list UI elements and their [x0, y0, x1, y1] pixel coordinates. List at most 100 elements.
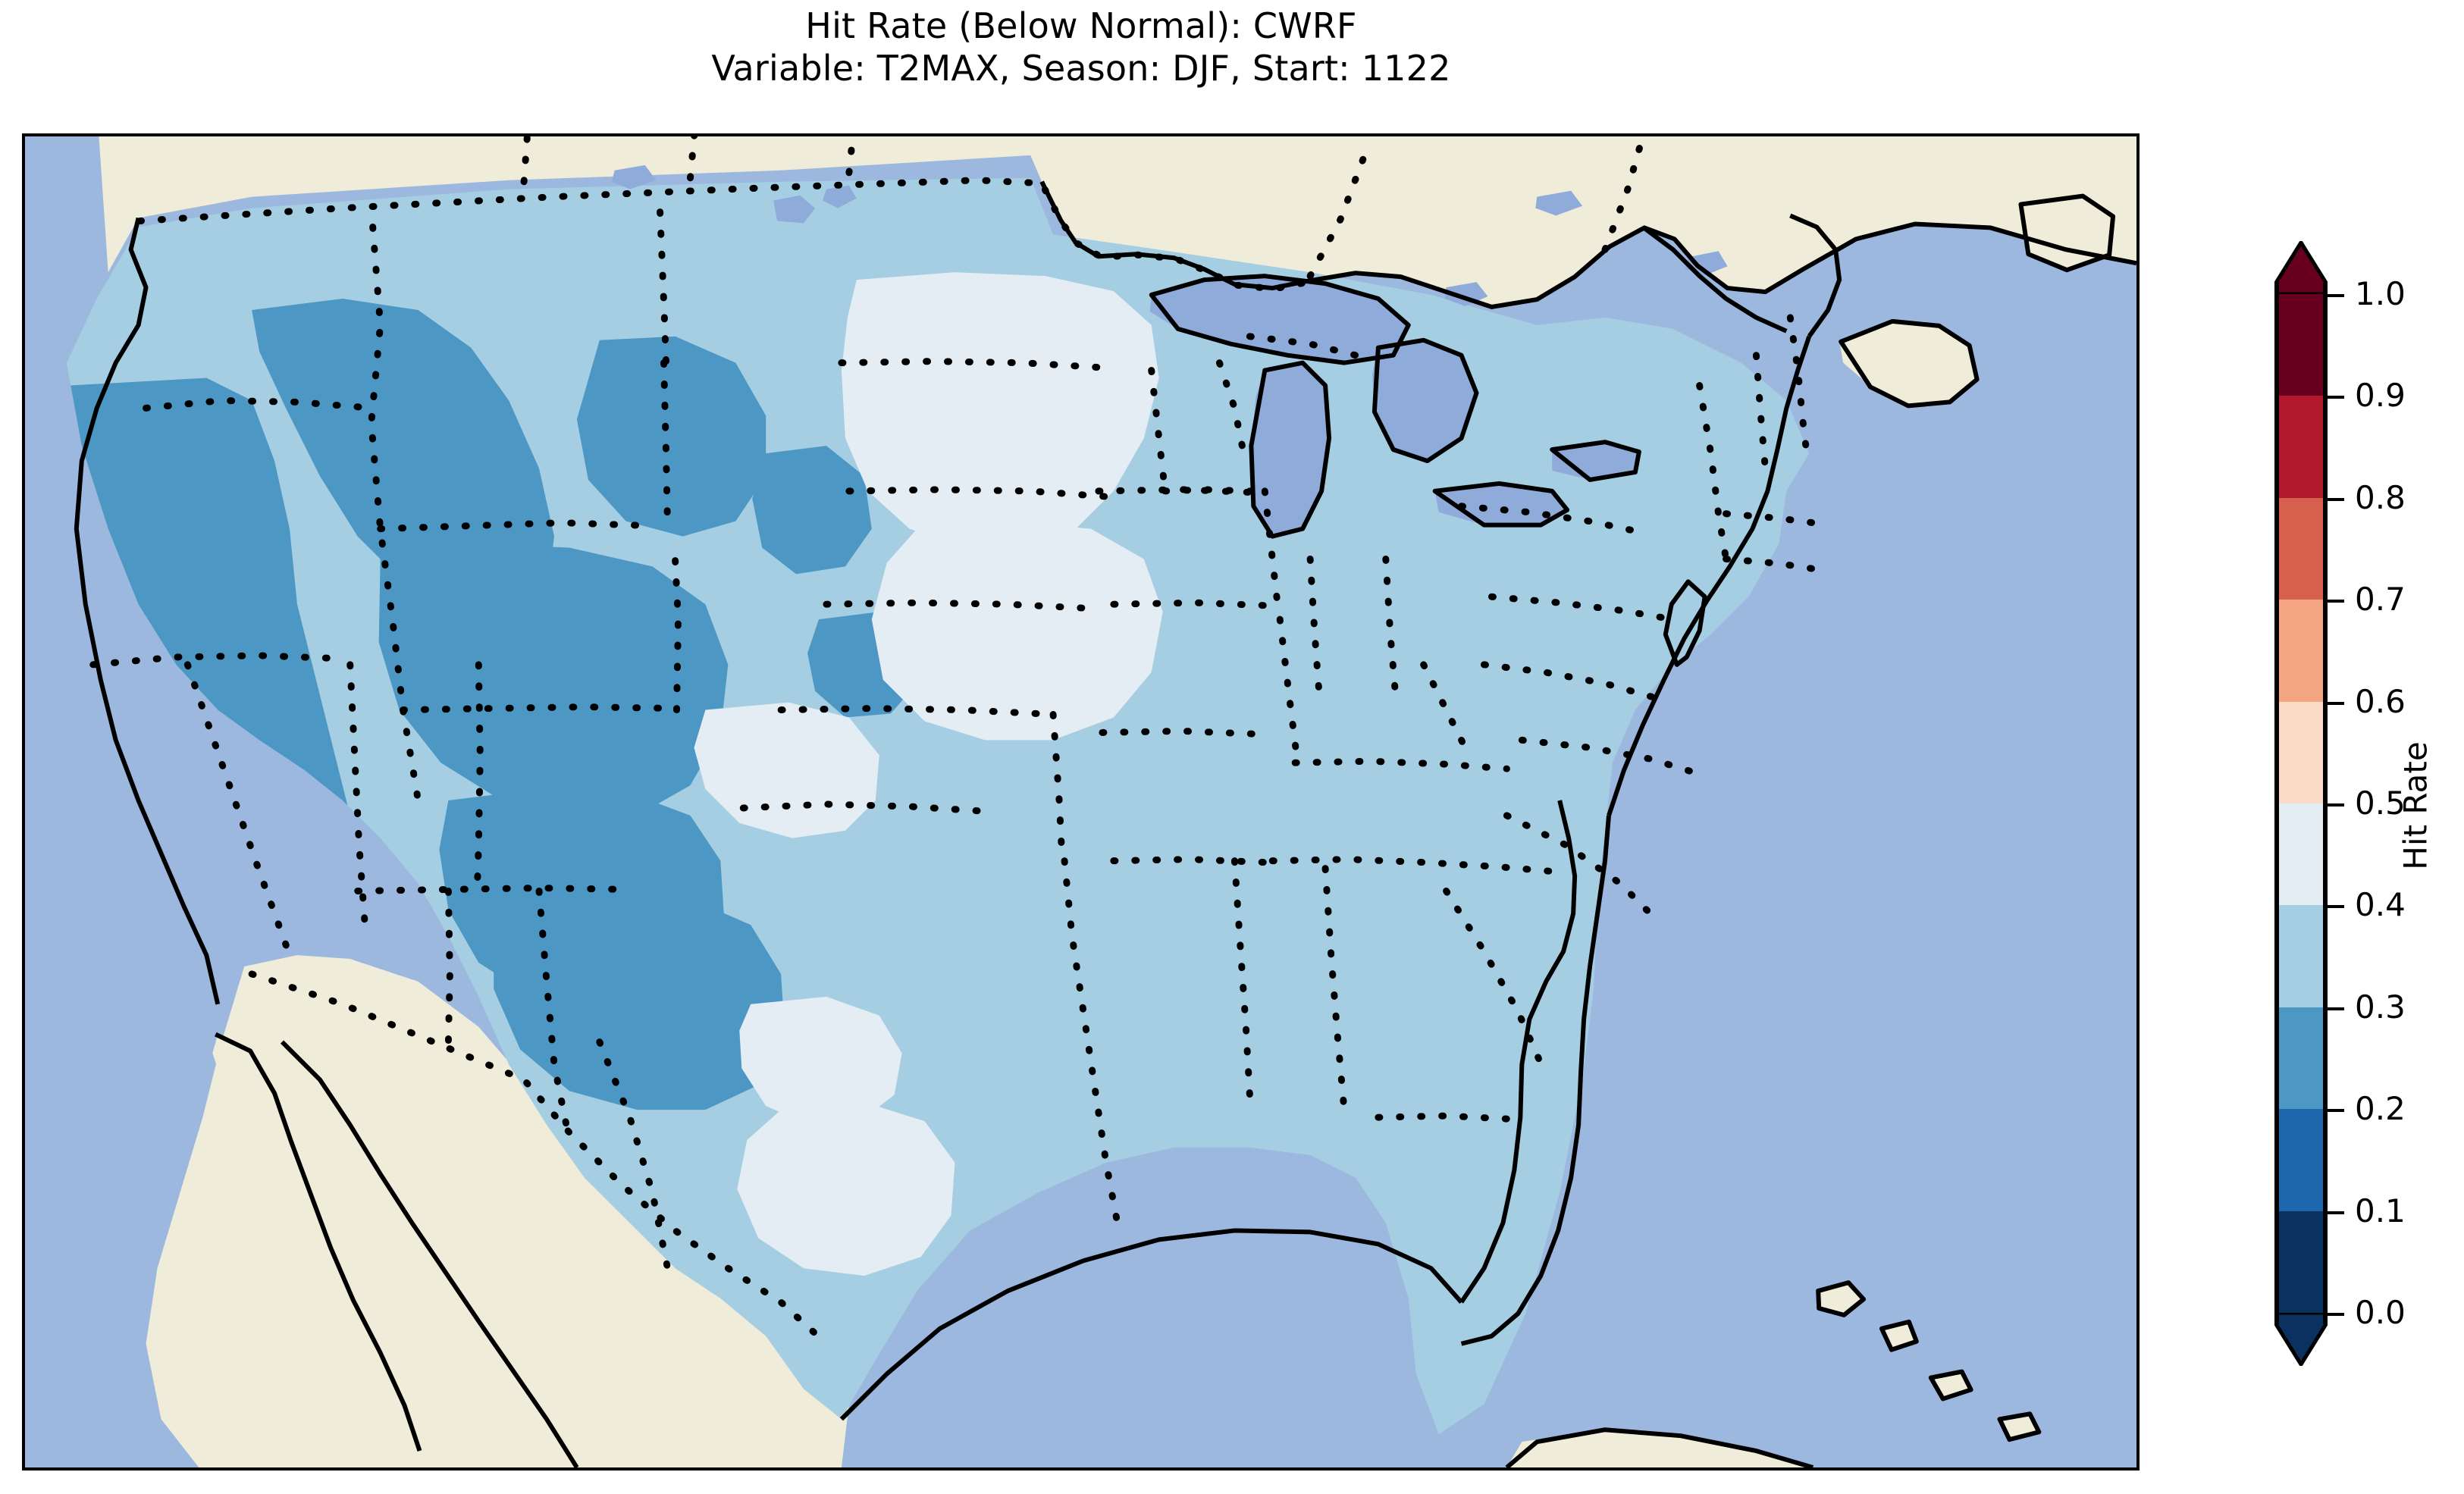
border-four-corners-horizontal	[354, 885, 634, 894]
border-mo-il-ky	[1276, 615, 1300, 759]
border-canada-provinces-1	[520, 136, 531, 186]
pacific-coastline	[74, 217, 221, 1005]
lake-erie-shore	[1432, 481, 1570, 528]
border-nv-ut	[346, 661, 369, 932]
colorbar-tick-label-9: 0.1	[2355, 1192, 2406, 1229]
grid-band-020-030	[66, 299, 917, 1110]
border-mexico-us	[248, 970, 830, 1348]
border-ia-il	[1261, 487, 1282, 615]
colorbar-extend-top-shape	[2274, 241, 2328, 294]
border-wi-il	[1161, 486, 1253, 495]
colorbar-tick-label-3: 0.7	[2355, 581, 2406, 619]
border-mn-ia	[1095, 486, 1261, 496]
border-canada-provinces-3	[845, 136, 857, 177]
canadian-lakes	[611, 164, 1728, 306]
colorbar-band-3	[2274, 600, 2328, 702]
border-in-oh	[1382, 555, 1399, 691]
lake-ontario-shore	[1550, 440, 1641, 482]
colorbar-band-8	[2274, 1109, 2328, 1211]
border-ga-fl	[1375, 1112, 1510, 1123]
colorbar-tick-label-2: 0.8	[2355, 478, 2406, 516]
border-nm-tx	[535, 887, 573, 1144]
colorbar-tick-mark-8	[2328, 1109, 2344, 1113]
border-wa-or	[143, 396, 377, 412]
colorbar: 1.0 0.9 0.8 0.7 0.6 0.5 0.4 0.3 0.2 0.1 0.0 Hit Ra…	[2267, 241, 2464, 1370]
colorbar-axis-label: Hit Rate	[2397, 741, 2434, 870]
newfoundland-coastline	[2018, 193, 2116, 273]
colorbar-tick-mark-4	[2328, 701, 2344, 705]
colorbar-tick-label-10: 0.0	[2355, 1294, 2406, 1331]
colorbar-tick-mark-1	[2328, 396, 2344, 399]
border-ok-ar-vertical	[1049, 711, 1066, 865]
land-nodata-layer	[99, 136, 2136, 1467]
border-il-in	[1306, 555, 1323, 699]
colorbar-tick-label-8: 0.2	[2355, 1090, 2406, 1128]
border-ok-tx	[739, 800, 996, 816]
newfoundland-landmass	[2020, 196, 2112, 269]
lake-superior	[1149, 276, 1409, 363]
border-ne-ks	[823, 599, 1102, 612]
border-us-canada	[136, 177, 1315, 293]
colorbar-tick-label-5: 0.5	[2355, 785, 2406, 822]
lake-superior-shore	[1149, 274, 1411, 365]
colorbar-band-7	[2274, 1007, 2328, 1110]
colorbar-tick-mark-7	[2328, 1007, 2344, 1010]
border-sd-ne	[845, 486, 1118, 501]
lake-ontario	[1552, 442, 1639, 480]
title-line-1: Hit Rate (Below Normal): CWRF	[805, 5, 1357, 46]
nova-scotia-landmass	[1839, 321, 1976, 405]
colorbar-tick-label-0: 1.0	[2355, 275, 2406, 312]
colorbar-tick-mark-3	[2328, 600, 2344, 603]
lake-huron-shore	[1372, 337, 1479, 464]
colorbar-tick-label-4: 0.6	[2355, 682, 2406, 720]
bahamas-landmass	[1817, 1283, 2038, 1439]
border-al-ga	[1321, 865, 1348, 1113]
colorbar-tick-mark-0	[2328, 294, 2344, 297]
border-ma-ct-ri	[1723, 510, 1828, 528]
colorbar-tick-mark-2	[2328, 497, 2344, 501]
border-ms-al	[1230, 857, 1253, 1098]
gulf-coastline	[839, 1228, 1463, 1421]
baja-california-landmass	[212, 1034, 419, 1467]
colorbar-band-4	[2274, 701, 2328, 803]
border-co-ks	[672, 555, 682, 714]
border-wy-co	[400, 703, 679, 714]
chesapeake-bay-coastline	[1663, 579, 1707, 667]
border-ia-mo	[1110, 599, 1276, 609]
colorbar-band-5	[2274, 803, 2328, 906]
st-lawrence-river	[1641, 225, 1788, 334]
colorbar-band-1	[2274, 396, 2328, 498]
colorbar-extend-bottom	[2274, 1313, 2328, 1366]
colorbar-tick-mark-6	[2328, 905, 2344, 909]
lake-michigan	[1251, 362, 1330, 537]
border-ny-new-england	[1696, 382, 1730, 562]
colorbar-tick-label-1: 0.9	[2355, 377, 2406, 415]
cuba-coastline	[1505, 1427, 1814, 1467]
colorbar-ticks: 1.0 0.9 0.8 0.7 0.6 0.5 0.4 0.3 0.2 0.1 0.0	[2267, 241, 2464, 1370]
lake-michigan-shore	[1249, 360, 1332, 539]
border-mt-nd	[657, 208, 670, 367]
colorbar-band-0	[2274, 294, 2328, 396]
border-mi-peninsula	[1246, 333, 1359, 359]
colorbar-tick-mark-5	[2328, 803, 2344, 807]
border-vt-nh	[1752, 352, 1769, 472]
border-ar-la	[1110, 856, 1268, 866]
colorbar-bands	[2274, 294, 2328, 1313]
border-va-wv-md	[1480, 661, 1662, 703]
border-mn-wi	[1148, 367, 1169, 495]
map-axes	[22, 133, 2140, 1471]
border-mo-ar	[1099, 727, 1261, 738]
figure-title: Hit Rate (Below Normal): CWRF Variable: …	[0, 5, 2162, 89]
colorbar-tick-mark-10	[2328, 1313, 2344, 1316]
border-nh-me	[1786, 314, 1811, 465]
cuba-landmass	[1506, 1430, 1810, 1467]
baja-coastline	[214, 1032, 422, 1452]
border-nd-sd	[838, 358, 1102, 371]
border-tn-ms-al-ga	[1268, 856, 1556, 875]
border-canada-provinces-2	[686, 136, 698, 182]
title-line-2: Variable: T2MAX, Season: DJF, Start: 112…	[711, 48, 1451, 89]
border-or-ca	[89, 652, 346, 669]
state-borders-layer	[89, 136, 1828, 1348]
coastline-layer	[74, 180, 2136, 1467]
nova-scotia-coastline	[1839, 318, 1980, 409]
